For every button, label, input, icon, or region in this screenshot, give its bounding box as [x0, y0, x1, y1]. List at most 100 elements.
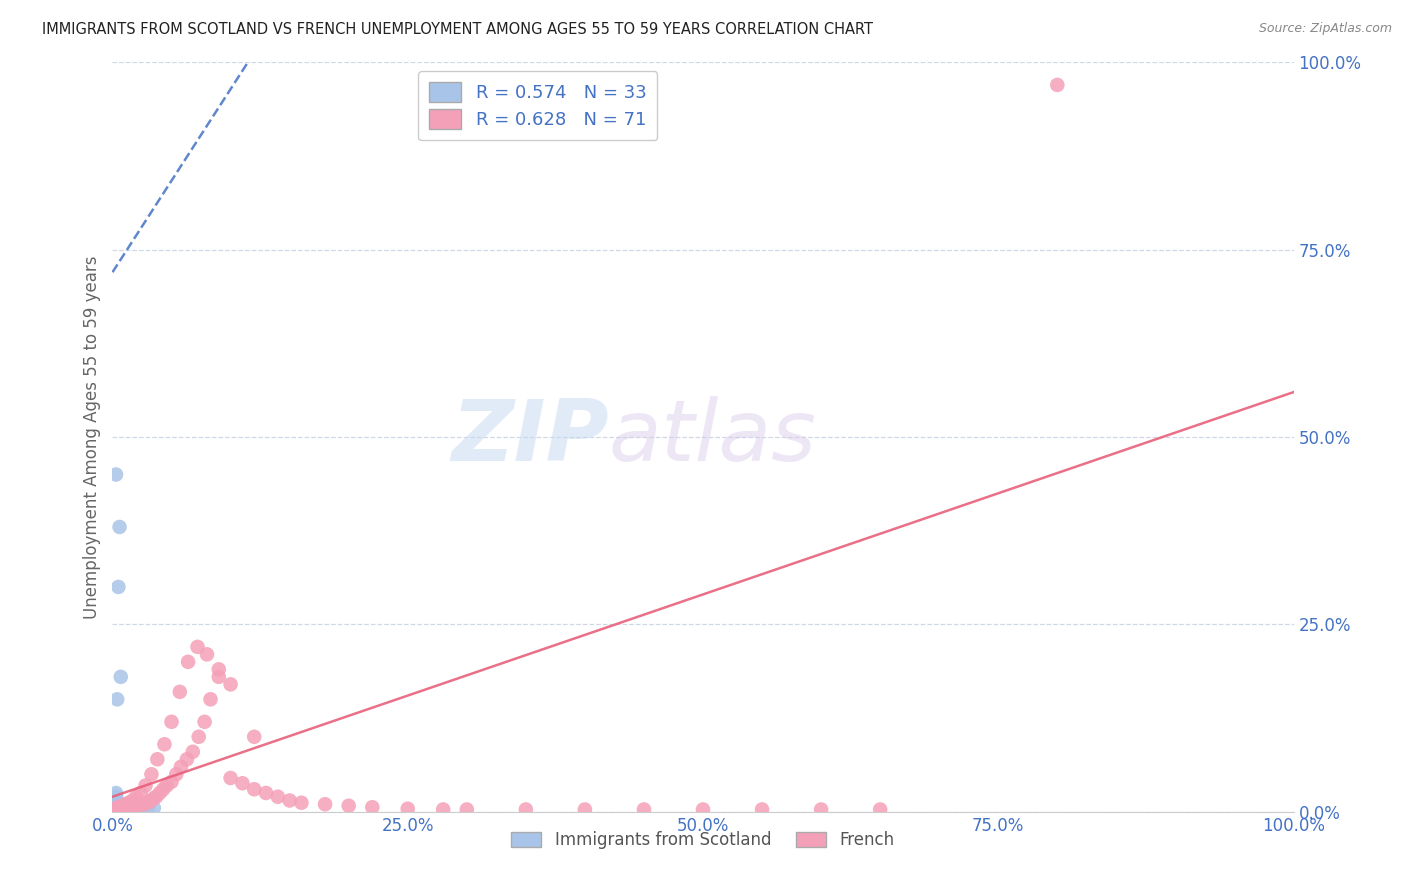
Point [105, 801, 128, 815]
Point [114, 801, 136, 815]
Point [160, 714, 183, 729]
Point [153, 737, 176, 751]
Point [129, 786, 152, 800]
Point [170, 760, 193, 774]
Point [145, 789, 167, 804]
Point [142, 791, 165, 805]
Point [219, 771, 242, 785]
Point [337, 798, 360, 813]
Point [278, 793, 301, 807]
Point [187, 730, 209, 744]
Point [107, 801, 129, 815]
Point [121, 799, 143, 814]
Point [243, 730, 266, 744]
Point [152, 782, 174, 797]
Point [194, 714, 217, 729]
Point [104, 801, 127, 815]
Point [176, 752, 198, 766]
Point [314, 797, 336, 812]
Point [127, 797, 149, 812]
Point [177, 655, 200, 669]
Point [135, 779, 157, 793]
Point [117, 801, 139, 815]
Point [692, 802, 714, 816]
Point [131, 797, 153, 812]
Point [111, 801, 134, 815]
Point [112, 802, 135, 816]
Point [200, 692, 222, 706]
Point [112, 801, 135, 815]
Point [810, 802, 832, 816]
Text: atlas: atlas [609, 395, 817, 479]
Text: Source: ZipAtlas.com: Source: ZipAtlas.com [1258, 22, 1392, 36]
Point [432, 802, 454, 816]
Point [105, 786, 128, 800]
Point [118, 796, 141, 810]
Point [208, 662, 231, 676]
Text: ZIP: ZIP [451, 395, 609, 479]
Point [110, 801, 132, 815]
Point [111, 797, 134, 812]
Point [633, 802, 655, 816]
Point [131, 801, 153, 815]
Point [103, 797, 125, 812]
Point [290, 796, 312, 810]
Point [267, 789, 290, 804]
Point [515, 802, 537, 816]
Point [125, 789, 148, 804]
Point [105, 801, 128, 815]
Point [110, 670, 132, 684]
Point [169, 685, 191, 699]
Point [243, 782, 266, 797]
Point [121, 793, 143, 807]
Point [181, 745, 204, 759]
Point [114, 802, 136, 816]
Point [124, 798, 146, 813]
Y-axis label: Unemployment Among Ages 55 to 59 years: Unemployment Among Ages 55 to 59 years [83, 255, 101, 619]
Point [105, 801, 128, 815]
Point [751, 802, 773, 816]
Point [135, 796, 157, 810]
Point [111, 798, 134, 813]
Point [142, 801, 165, 815]
Point [156, 779, 179, 793]
Point [115, 801, 138, 815]
Point [254, 786, 277, 800]
Point [231, 776, 253, 790]
Point [195, 648, 218, 662]
Point [107, 580, 129, 594]
Point [104, 793, 127, 807]
Point [105, 802, 128, 816]
Point [103, 801, 125, 815]
Point [208, 670, 231, 684]
Point [396, 802, 419, 816]
Point [361, 800, 384, 814]
Point [105, 789, 128, 804]
Point [104, 797, 127, 812]
Point [160, 774, 183, 789]
Text: IMMIGRANTS FROM SCOTLAND VS FRENCH UNEMPLOYMENT AMONG AGES 55 TO 59 YEARS CORREL: IMMIGRANTS FROM SCOTLAND VS FRENCH UNEMP… [42, 22, 873, 37]
Point [114, 797, 136, 812]
Point [869, 802, 891, 816]
Point [110, 802, 132, 816]
Point [149, 786, 172, 800]
Point [136, 801, 159, 815]
Point [120, 800, 142, 814]
Point [138, 795, 160, 809]
Point [108, 520, 131, 534]
Point [125, 801, 148, 815]
Point [105, 692, 128, 706]
Point [117, 801, 139, 815]
Point [107, 797, 129, 812]
Point [122, 801, 145, 815]
Point [574, 802, 596, 816]
Point [107, 800, 129, 814]
Point [456, 802, 478, 816]
Point [128, 797, 150, 812]
Point [108, 801, 131, 815]
Point [141, 793, 163, 807]
Point [105, 801, 128, 815]
Point [107, 802, 129, 816]
Point [134, 797, 156, 812]
Point [186, 640, 208, 654]
